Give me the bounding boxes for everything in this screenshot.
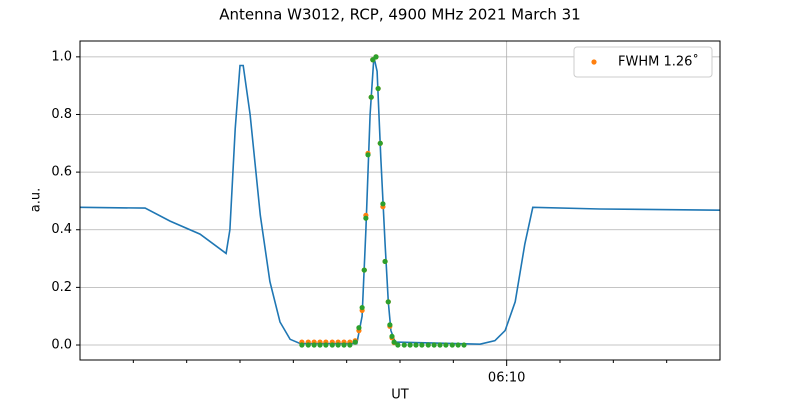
data-point [373, 54, 379, 60]
data-point [311, 342, 317, 348]
data-point [363, 215, 369, 221]
data-point [443, 342, 449, 348]
data-point [382, 258, 388, 265]
data-point [347, 342, 353, 348]
data-point [341, 342, 347, 348]
legend-box [573, 46, 713, 78]
legend-label: FWHM 1.26˚ [618, 54, 699, 70]
y-tick-label: 0.2 [51, 280, 72, 295]
data-point [395, 342, 401, 348]
data-point [387, 322, 393, 328]
data-point [389, 333, 395, 339]
data-point [431, 342, 437, 348]
y-tick-label: 0.4 [51, 222, 72, 237]
plot-frame [79, 40, 721, 361]
data-point [437, 342, 443, 348]
data-point [413, 342, 419, 348]
data-point [449, 342, 455, 348]
y-tick-label: 0.6 [51, 165, 72, 180]
data-point [401, 342, 407, 348]
data-point [368, 94, 374, 100]
data-point [299, 342, 305, 348]
data-point [365, 152, 371, 158]
data-point [317, 342, 323, 348]
data-point [356, 325, 362, 331]
data-point [380, 201, 386, 207]
data-point [305, 342, 311, 348]
chart-title: Antenna W3012, RCP, 4900 MHz 2021 March … [219, 6, 580, 24]
data-line [79, 56, 721, 346]
data-point [425, 342, 431, 348]
data-point [407, 342, 413, 348]
data-point [361, 267, 367, 273]
data-point [455, 342, 461, 348]
data-point [461, 342, 467, 348]
y-tick-label: 1.0 [51, 49, 72, 64]
data-point [352, 339, 358, 345]
data-point [391, 339, 397, 345]
data-point [329, 342, 335, 348]
data-point [375, 85, 381, 92]
data-point [335, 342, 341, 348]
x-axis-label: UT [391, 388, 409, 401]
x-tick-label: 06:10 [488, 371, 525, 386]
legend-marker [591, 59, 597, 65]
data-point [419, 342, 425, 348]
y-axis-label: a.u. [29, 188, 44, 212]
data-point [323, 342, 329, 348]
y-tick-label: 0.0 [51, 338, 72, 353]
data-point [385, 299, 391, 305]
y-tick-label: 0.8 [51, 107, 72, 122]
data-point [377, 140, 383, 146]
data-point [359, 304, 365, 311]
